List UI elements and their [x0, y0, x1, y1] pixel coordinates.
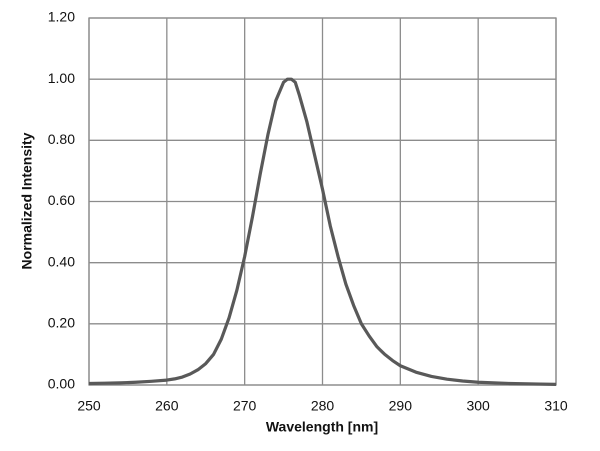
- y-tick-label: 0.40: [48, 253, 75, 269]
- x-tick-label: 290: [389, 398, 413, 414]
- x-tick-label: 300: [466, 398, 490, 414]
- data-line: [88, 77, 557, 386]
- x-axis-title: Wavelength [nm]: [266, 419, 378, 435]
- plot-border: [88, 17, 557, 386]
- x-tick-label: 280: [311, 398, 335, 414]
- y-tick-label: 1.00: [48, 70, 75, 86]
- y-tick-label: 1.20: [48, 9, 75, 25]
- y-tick-label: 0.20: [48, 315, 75, 331]
- x-tick-label: 260: [155, 398, 179, 414]
- x-tick-label: 310: [544, 398, 568, 414]
- x-tick-label: 270: [233, 398, 257, 414]
- x-tick-label: 250: [77, 398, 101, 414]
- y-tick-label: 0.00: [48, 376, 75, 392]
- y-tick-label: 0.60: [48, 192, 75, 208]
- y-tick-label: 0.80: [48, 131, 75, 147]
- y-axis-title: Normalized Intensity: [19, 132, 35, 269]
